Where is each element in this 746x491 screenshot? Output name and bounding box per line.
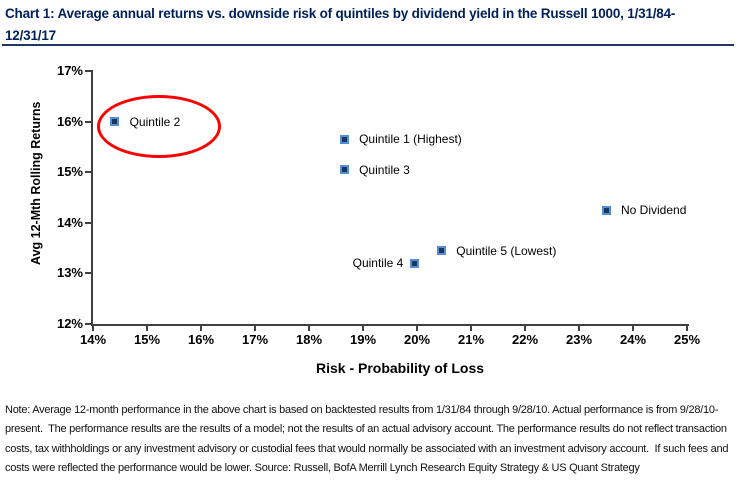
plot-area: 14% 15% 16% 17% 18% 19% 20% 21% 22% 23% 24% 25% 17% 1…: [57, 63, 700, 347]
data-point-label-quintile-5-lowest: Quintile 5 (Lowest): [456, 243, 557, 258]
x-tick-mark: [578, 326, 580, 331]
x-tick-label: 15%: [133, 332, 161, 347]
x-tick-label: 21%: [457, 332, 485, 347]
x-tick-mark: [686, 326, 688, 331]
data-point-marker-quintile-4: [409, 258, 419, 268]
chart-title: Chart 1: Average annual returns vs. down…: [5, 3, 743, 47]
data-point-label-quintile-1-highest: Quintile 1 (Highest): [359, 132, 462, 147]
x-tick-mark: [524, 326, 526, 331]
data-point-marker-no-dividend: [601, 205, 611, 215]
x-axis-title: Risk - Probability of Loss: [315, 360, 485, 376]
title-underline: [2, 44, 734, 46]
y-tick-mark: [85, 221, 93, 224]
x-tick-label: 24%: [619, 332, 647, 347]
highlight-ellipse-quintile-2: [96, 94, 221, 158]
x-tick-label: 22%: [511, 332, 539, 347]
x-tick-mark: [416, 326, 418, 331]
x-tick-label: 25%: [673, 332, 701, 347]
y-tick-label: 17%: [56, 63, 83, 78]
y-tick-label: 14%: [56, 214, 83, 230]
data-point-label-no-dividend: No Dividend: [621, 203, 687, 218]
x-tick-mark: [146, 326, 148, 331]
x-tick-label: 16%: [187, 332, 215, 347]
x-tick-mark: [308, 326, 310, 331]
x-axis-line: [91, 324, 689, 326]
footnote: Note: Average 12-month performance in th…: [5, 404, 732, 474]
x-tick-label: 14%: [79, 332, 107, 347]
y-tick-mark: [85, 272, 93, 275]
x-tick-mark: [362, 326, 364, 331]
x-tick-mark: [200, 326, 202, 331]
data-point-label-quintile-4: Quintile 4: [352, 256, 404, 271]
x-tick-label: 17%: [241, 332, 269, 347]
x-tick-label: 19%: [349, 332, 377, 347]
x-tick-mark: [92, 326, 94, 331]
y-tick-label: 13%: [56, 265, 83, 281]
y-tick-label: 12%: [56, 316, 83, 331]
y-axis-line: [91, 71, 93, 326]
y-tick-mark: [85, 120, 93, 123]
data-point-marker-quintile-1-highest: [339, 134, 349, 144]
data-point-marker-quintile-3: [339, 165, 349, 175]
x-tick-label: 18%: [295, 332, 323, 347]
x-tick-mark: [470, 326, 472, 331]
y-tick-mark: [85, 171, 93, 174]
chart-title-line1: Chart 1: Average annual returns vs. down…: [5, 6, 676, 21]
y-tick-label: 16%: [56, 113, 83, 129]
x-tick-label: 23%: [565, 332, 593, 347]
y-tick-mark: [85, 70, 93, 72]
y-tick-label: 15%: [56, 164, 83, 180]
x-tick-mark: [632, 326, 634, 331]
x-tick-mark: [254, 326, 256, 331]
data-point-marker-quintile-5-lowest: [436, 246, 446, 256]
x-tick-label: 20%: [403, 332, 431, 347]
data-point-label-quintile-3: Quintile 3: [359, 162, 410, 177]
y-tick-mark: [85, 323, 93, 325]
chart-title-line2: 12/31/17: [5, 28, 56, 43]
